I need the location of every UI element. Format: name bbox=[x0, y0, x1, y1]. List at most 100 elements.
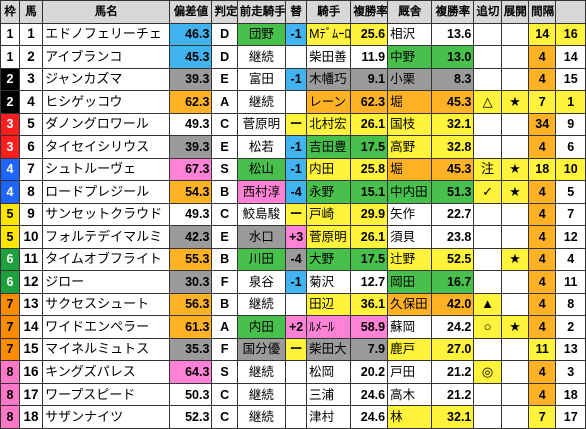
popularity-cell: 13 bbox=[555, 337, 586, 362]
change-cell bbox=[285, 292, 308, 317]
prev-jockey-cell: 継続 bbox=[236, 405, 287, 429]
jockey-rate-cell: 62.3 bbox=[350, 90, 389, 114]
table-row: 6 12 ジロー 30.3 F 泉谷 -1 菊沢 12.7 岡田 16.7 4 11 bbox=[0, 270, 586, 294]
horse-number-cell: 2 bbox=[18, 45, 44, 69]
popularity-cell: 9 bbox=[555, 112, 586, 137]
deviation-cell: 61.3 bbox=[169, 315, 213, 339]
change-cell bbox=[285, 405, 308, 429]
prev-jockey-cell: 泉谷 bbox=[236, 270, 287, 294]
popularity-cell: 2 bbox=[555, 315, 586, 339]
deviation-cell: 42.3 bbox=[169, 225, 213, 249]
workout-cell bbox=[473, 405, 502, 429]
prev-jockey-cell: 松若 bbox=[236, 135, 287, 159]
stable-cell: 岡田 bbox=[387, 270, 433, 294]
grade-cell: C bbox=[211, 112, 238, 137]
workout-cell bbox=[473, 67, 502, 92]
grade-cell: F bbox=[211, 270, 238, 294]
table-row: 8 18 サザンナイツ 52.3 C 継続 津村 24.6 林 32.1 7 17 bbox=[0, 405, 586, 429]
jockey-cell: 内田 bbox=[306, 157, 352, 182]
frame-cell: 8 bbox=[0, 360, 20, 384]
table-row: 8 16 キングズパレス 64.3 S 継続 松岡 20.2 戸田 21.2 ◎ 4 3 bbox=[0, 360, 586, 384]
stable-rate-cell: 21.2 bbox=[431, 382, 475, 407]
table-row: 7 14 ワイドエンペラー 61.3 A 内田 +2 ﾙﾒｰﾙ 58.9 蘇岡 24.2 ○ ★ 4 2 bbox=[0, 315, 586, 339]
pace-cell bbox=[500, 202, 530, 227]
jockey-rate-cell: 29.9 bbox=[350, 202, 389, 227]
change-cell: +2 bbox=[285, 315, 308, 339]
prev-jockey-cell: 団野 bbox=[236, 22, 287, 47]
stable-rate-cell: 27.0 bbox=[431, 337, 475, 362]
frame-cell: 6 bbox=[0, 247, 20, 272]
jockey-cell: レーン bbox=[306, 90, 352, 114]
jockey-cell: 永野 bbox=[306, 180, 352, 204]
deviation-cell: 30.3 bbox=[169, 270, 213, 294]
header-deviation: 偏差値 bbox=[169, 0, 213, 24]
pace-cell bbox=[500, 292, 530, 317]
table-row: 7 13 サクセスシュート 56.3 B 継続 田辺 36.1 久保田 42.0 ▲ 4 8 bbox=[0, 292, 586, 317]
grade-cell: C bbox=[211, 382, 238, 407]
change-cell bbox=[285, 90, 308, 114]
popularity-cell: 3 bbox=[555, 360, 586, 384]
popularity-cell: 1 bbox=[555, 90, 586, 114]
popularity-cell: 17 bbox=[555, 405, 586, 429]
deviation-cell: 67.3 bbox=[169, 157, 213, 182]
workout-cell bbox=[473, 225, 502, 249]
stable-rate-cell: 22.7 bbox=[431, 202, 475, 227]
table-row: 7 15 マイネルミュトス 35.3 F 国分優ー柴田大 7.9 鹿戸 27.0 11 13 bbox=[0, 337, 586, 362]
horse-name-cell: エドノフェリーチェ bbox=[42, 22, 171, 47]
stable-cell: 国枝 bbox=[387, 112, 433, 137]
stable-cell: 高木 bbox=[387, 382, 433, 407]
stable-rate-cell: 23.8 bbox=[431, 225, 475, 249]
jockey-cell: 北村宏 bbox=[306, 112, 352, 137]
horse-name-cell: ワイドエンペラー bbox=[42, 315, 171, 339]
stable-cell: 中野 bbox=[387, 45, 433, 69]
stable-rate-cell: 52.5 bbox=[431, 247, 475, 272]
header-grade: 判定 bbox=[211, 0, 238, 24]
header-interval: 間隔 bbox=[528, 0, 557, 24]
horse-number-cell: 1 bbox=[18, 22, 44, 47]
workout-cell: 注 bbox=[473, 157, 502, 182]
jockey-cell: 柴田善 bbox=[306, 45, 352, 69]
frame-cell: 1 bbox=[0, 22, 20, 47]
prev-jockey-cell: 富田 bbox=[236, 67, 287, 92]
stable-cell: 堀 bbox=[387, 90, 433, 114]
frame-cell: 2 bbox=[0, 90, 20, 114]
stable-cell: 高野 bbox=[387, 135, 433, 159]
workout-cell: ◎ bbox=[473, 360, 502, 384]
jockey-rate-cell: 24.6 bbox=[350, 405, 389, 429]
grade-cell: A bbox=[211, 315, 238, 339]
horse-number-cell: 10 bbox=[18, 225, 44, 249]
header-horse-name: 馬名 bbox=[42, 0, 171, 24]
popularity-cell: 12 bbox=[555, 225, 586, 249]
deviation-cell: 50.3 bbox=[169, 382, 213, 407]
deviation-cell: 54.3 bbox=[169, 180, 213, 204]
jockey-cell: ﾙﾒｰﾙ bbox=[306, 315, 352, 339]
change-cell: -1 bbox=[285, 270, 308, 294]
change-cell: -1 bbox=[285, 135, 308, 159]
jockey-rate-cell: 12.7 bbox=[350, 270, 389, 294]
pace-cell bbox=[500, 405, 530, 429]
table-row: 5 10 フォルテデイマルミ 42.3 E 水口 +3 菅原明 26.1 須貝 23.8 4 12 bbox=[0, 225, 586, 249]
jockey-rate-cell: 15.1 bbox=[350, 180, 389, 204]
frame-cell: 1 bbox=[0, 45, 20, 69]
grade-cell: A bbox=[211, 90, 238, 114]
jockey-cell: 津村 bbox=[306, 405, 352, 429]
prev-jockey-cell: 川田 bbox=[236, 247, 287, 272]
change-cell: +3 bbox=[285, 225, 308, 249]
horse-name-cell: ワープスピード bbox=[42, 382, 171, 407]
prev-jockey-cell: 水口 bbox=[236, 225, 287, 249]
stable-cell: 堀 bbox=[387, 157, 433, 182]
horse-name-cell: ジャンカズマ bbox=[42, 67, 171, 92]
horse-number-cell: 18 bbox=[18, 405, 44, 429]
header-prev-jockey: 前走騎手 bbox=[236, 0, 287, 24]
stable-rate-cell: 13.0 bbox=[431, 45, 475, 69]
workout-cell bbox=[473, 112, 502, 137]
stable-rate-cell: 16.7 bbox=[431, 270, 475, 294]
interval-cell: 14 bbox=[528, 22, 557, 47]
jockey-rate-cell: 11.9 bbox=[350, 45, 389, 69]
stable-cell: 須貝 bbox=[387, 225, 433, 249]
horse-name-cell: サザンナイツ bbox=[42, 405, 171, 429]
horse-name-cell: サンセットクラウド bbox=[42, 202, 171, 227]
interval-cell: 7 bbox=[528, 90, 557, 114]
table-row: 5 9 サンセットクラウド 49.3 C 鮫島駿ー戸崎 29.9 矢作 22.7 4 7 bbox=[0, 202, 586, 227]
jockey-rate-cell: 7.9 bbox=[350, 337, 389, 362]
